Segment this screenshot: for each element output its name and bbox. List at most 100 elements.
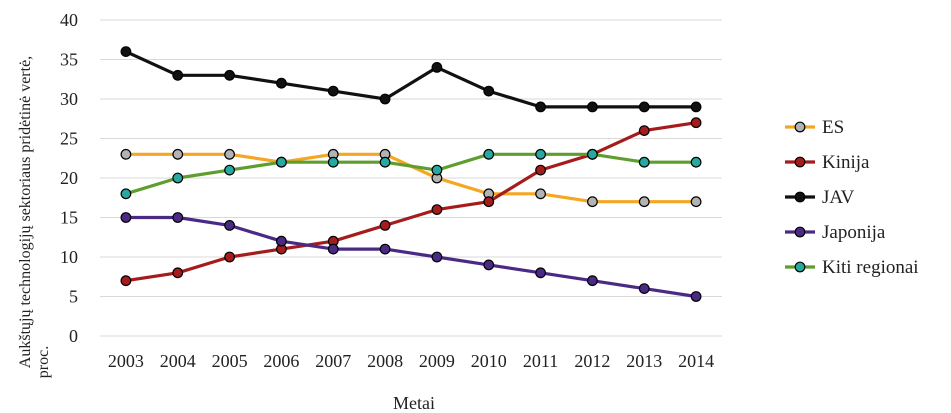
y-tick-label: 25 bbox=[60, 129, 78, 149]
legend-label: Kinija bbox=[822, 152, 870, 173]
data-point bbox=[224, 148, 235, 160]
y-axis-title: Aukštųjų technologijų sektoriaus pridėti… bbox=[17, 56, 52, 378]
y-tick-label: 0 bbox=[69, 326, 78, 346]
series-line bbox=[125, 152, 697, 196]
data-point bbox=[120, 275, 132, 287]
y-tick-label: 30 bbox=[60, 89, 78, 109]
data-point bbox=[172, 172, 184, 184]
data-point bbox=[224, 251, 235, 263]
series-line bbox=[125, 50, 697, 109]
data-point bbox=[587, 196, 598, 208]
legend-marker bbox=[794, 226, 806, 238]
y-tick-label: 10 bbox=[60, 247, 78, 267]
grid bbox=[100, 19, 722, 337]
y-tick-label: 35 bbox=[60, 50, 78, 70]
data-point bbox=[379, 93, 391, 105]
data-point bbox=[690, 196, 702, 208]
x-tick-label: 2004 bbox=[160, 351, 196, 371]
data-point bbox=[483, 148, 495, 160]
data-point bbox=[638, 125, 650, 137]
x-tick-label: 2009 bbox=[419, 351, 455, 371]
legend-item: Japonija bbox=[785, 222, 886, 243]
x-tick-label: 2012 bbox=[574, 351, 610, 371]
data-point bbox=[587, 275, 598, 287]
data-point bbox=[431, 204, 443, 216]
data-point bbox=[638, 101, 650, 113]
data-point bbox=[172, 69, 184, 81]
data-point bbox=[483, 259, 495, 271]
legend-marker bbox=[794, 156, 806, 168]
y-tick-label: 20 bbox=[60, 168, 78, 188]
series-japonija bbox=[120, 212, 702, 302]
data-point bbox=[120, 46, 132, 57]
data-point bbox=[431, 62, 443, 73]
data-point bbox=[431, 251, 443, 263]
x-axis-ticks: 2003 2004 2005 2006 2007 2008 2009 2010 2011 2012… bbox=[108, 351, 714, 371]
data-point bbox=[638, 156, 650, 168]
data-point bbox=[379, 219, 391, 231]
data-point bbox=[327, 85, 339, 97]
x-tick-label: 2014 bbox=[678, 351, 714, 371]
data-point bbox=[276, 235, 287, 247]
legend-label: Japonija bbox=[822, 222, 886, 243]
data-point bbox=[483, 85, 495, 97]
y-tick-label: 15 bbox=[60, 208, 78, 228]
data-point bbox=[224, 69, 235, 81]
data-point bbox=[224, 164, 235, 176]
data-point bbox=[379, 243, 391, 255]
legend-marker bbox=[794, 261, 806, 273]
data-point bbox=[690, 156, 702, 168]
x-tick-label: 2005 bbox=[212, 351, 248, 371]
data-point bbox=[172, 148, 184, 160]
data-point bbox=[172, 267, 184, 279]
y-axis-title-line-2: proc. bbox=[35, 346, 52, 378]
data-point bbox=[224, 219, 235, 231]
x-tick-label: 2013 bbox=[626, 351, 662, 371]
data-point bbox=[587, 101, 598, 113]
data-point bbox=[276, 77, 287, 89]
data-point bbox=[431, 164, 443, 176]
y-tick-label: 5 bbox=[69, 287, 78, 307]
x-tick-label: 2007 bbox=[315, 351, 351, 371]
legend-item: Kinija bbox=[785, 152, 870, 173]
data-point bbox=[690, 101, 702, 113]
legend-label: JAV bbox=[822, 187, 855, 208]
data-point bbox=[120, 188, 132, 200]
series-jav bbox=[120, 46, 702, 113]
legend-marker bbox=[794, 121, 806, 133]
legend: ES Kinija JAV Japonija Kiti regionai bbox=[785, 117, 919, 278]
data-point bbox=[638, 196, 650, 208]
data-point bbox=[535, 148, 546, 160]
legend-item: ES bbox=[785, 117, 844, 138]
legend-item: JAV bbox=[785, 187, 855, 208]
legend-item: Kiti regionai bbox=[785, 257, 919, 278]
data-point bbox=[535, 188, 546, 200]
x-tick-label: 2011 bbox=[523, 351, 558, 371]
x-axis-title: Metai bbox=[393, 393, 435, 413]
x-tick-label: 2008 bbox=[367, 351, 403, 371]
x-tick-label: 2006 bbox=[263, 351, 299, 371]
legend-label: Kiti regionai bbox=[822, 257, 919, 278]
y-axis-title-line-1: Aukštųjų technologijų sektoriaus pridėti… bbox=[17, 56, 34, 368]
y-axis-ticks: 0 5 10 15 20 25 30 35 40 bbox=[60, 10, 78, 346]
data-point bbox=[276, 156, 287, 168]
series-kiti-regionai bbox=[120, 148, 702, 200]
data-point bbox=[327, 243, 339, 255]
data-point bbox=[120, 212, 132, 223]
series-line bbox=[125, 121, 697, 283]
series-group bbox=[120, 46, 702, 302]
data-point bbox=[379, 156, 391, 168]
legend-label: ES bbox=[822, 117, 844, 138]
data-point bbox=[535, 164, 546, 176]
data-point bbox=[327, 156, 339, 168]
series-line bbox=[125, 215, 697, 299]
data-point bbox=[535, 267, 546, 279]
data-point bbox=[172, 212, 184, 223]
x-tick-label: 2010 bbox=[471, 351, 507, 371]
y-tick-label: 40 bbox=[60, 10, 78, 30]
data-point bbox=[638, 283, 650, 295]
data-point bbox=[120, 148, 132, 160]
data-point bbox=[690, 291, 702, 302]
data-point bbox=[483, 196, 495, 208]
